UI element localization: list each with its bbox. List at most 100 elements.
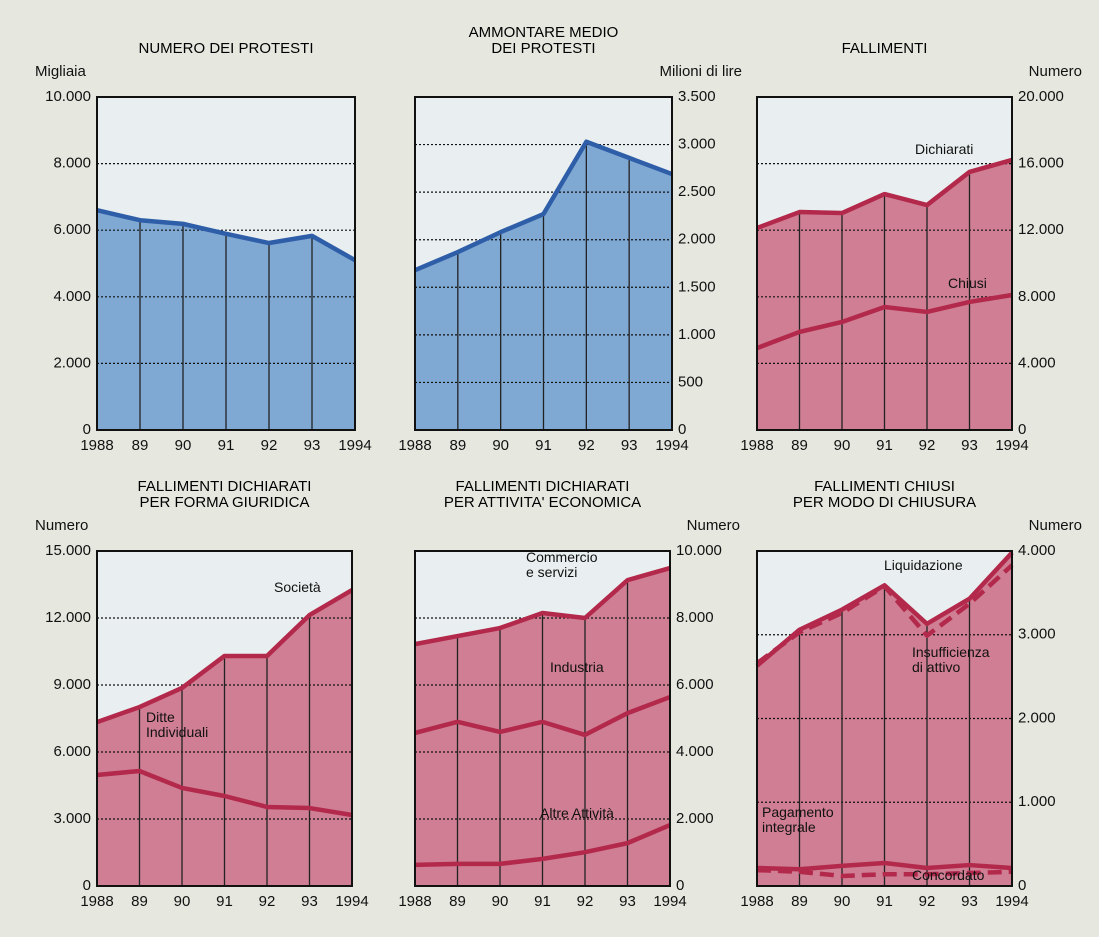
x-tick-label: 89 [449,893,466,910]
x-tick-label: 1988 [398,893,431,910]
x-tick-label: 89 [791,893,808,910]
series-label: Chiusi [948,275,987,291]
series-line [414,694,671,738]
y-tick-label: 3.000 [678,136,716,153]
y-axis-label: Numero [686,517,740,534]
y-tick-label: 2.500 [678,183,716,200]
x-tick-label: 90 [174,893,191,910]
chart-title: FALLIMENTI CHIUSI PER MODO DI CHIUSURA [792,478,977,511]
series-line [414,822,671,868]
plot-frame [756,96,1013,431]
chart-title: FALLIMENTI DICHIARATI PER ATTIVITA' ECON… [443,478,642,511]
x-tick-label: 92 [261,437,278,454]
y-tick-label: 8.000 [53,155,91,172]
series-line [756,867,1013,879]
x-tick-label: 1988 [80,437,113,454]
series-label: Insufficienza di attivo [912,644,990,675]
x-tick-label: 1994 [653,893,686,910]
x-tick-label: 93 [301,893,318,910]
x-tick-label: 93 [619,893,636,910]
y-axis-label: Numero [1028,63,1082,80]
series-line [96,588,354,725]
x-tick-label: 93 [961,893,978,910]
x-tick-label: 1988 [398,437,431,454]
x-tick-label: 93 [621,437,638,454]
y-tick-label: 2.000 [676,810,714,827]
x-tick-label: 1994 [335,893,368,910]
x-tick-label: 1988 [740,893,773,910]
y-tick-label: 4.000 [53,288,91,305]
y-tick-label: 4.000 [676,743,714,760]
plot-frame [96,550,353,887]
y-axis-label: Numero [1028,517,1082,534]
series-line [414,139,673,273]
x-tick-label: 91 [216,893,233,910]
series-line [414,565,671,647]
x-tick-label: 91 [876,893,893,910]
x-tick-label: 1994 [655,437,688,454]
x-tick-label: 92 [919,893,936,910]
x-tick-label: 93 [961,437,978,454]
y-tick-label: 3.500 [678,88,716,105]
x-tick-label: 90 [834,893,851,910]
x-tick-label: 91 [535,437,552,454]
x-tick-label: 89 [791,437,808,454]
x-tick-label: 91 [218,437,235,454]
y-tick-label: 1.000 [678,326,716,343]
y-tick-label: 2.000 [678,231,716,248]
y-tick-label: 1.000 [1018,793,1056,810]
x-tick-label: 91 [534,893,551,910]
y-tick-label: 0 [83,877,91,894]
series-label: Dichiarati [915,141,974,157]
y-tick-label: 2.000 [53,354,91,371]
y-tick-label: 0 [1018,877,1026,894]
series-label: Commercio e servizi [526,549,598,580]
chart-title: FALLIMENTI DICHIARATI PER FORMA GIURIDIC… [137,478,312,511]
x-tick-label: 90 [175,437,192,454]
plot-frame [414,550,671,887]
x-tick-label: 89 [449,437,466,454]
y-tick-label: 8.000 [1018,288,1056,305]
y-tick-label: 500 [678,373,703,390]
series-line [755,563,1014,666]
y-tick-label: 1.500 [678,278,716,295]
x-tick-label: 92 [259,893,276,910]
y-tick-label: 2.000 [1018,709,1056,726]
series-label: Industria [550,659,604,675]
series-label: Ditte Individuali [146,709,209,740]
x-tick-label: 1994 [995,437,1028,454]
y-tick-label: 12.000 [45,609,91,626]
y-tick-label: 20.000 [1018,88,1064,105]
x-tick-label: 92 [919,437,936,454]
series-line [96,768,353,818]
x-tick-label: 90 [834,437,851,454]
x-tick-label: 92 [578,437,595,454]
y-tick-label: 3.000 [53,810,91,827]
y-axis-label: Migliaia [35,63,86,80]
x-tick-label: 1994 [995,893,1028,910]
series-label: Liquidazione [884,557,963,573]
y-tick-label: 4.000 [1018,354,1056,371]
y-tick-label: 15.000 [45,542,91,559]
y-tick-label: 10.000 [676,542,722,559]
y-tick-label: 6.000 [676,676,714,693]
chart-title: AMMONTARE MEDIO DEI PROTESTI [468,24,619,57]
y-tick-label: 6.000 [53,221,91,238]
series-line [756,860,1013,872]
y-tick-label: 6.000 [53,743,91,760]
y-tick-label: 3.000 [1018,626,1056,643]
series-line [96,208,357,263]
series-label: Altre Attività [540,805,614,821]
series-line [756,292,1013,351]
y-tick-label: 0 [83,421,91,438]
chart-title: NUMERO DEI PROTESTI [138,40,314,57]
plot-frame [756,550,1013,887]
y-tick-label: 4.000 [1018,542,1056,559]
x-tick-label: 1994 [338,437,371,454]
x-tick-label: 90 [492,893,509,910]
x-tick-label: 89 [131,893,148,910]
y-tick-label: 9.000 [53,676,91,693]
x-tick-label: 93 [304,437,321,454]
